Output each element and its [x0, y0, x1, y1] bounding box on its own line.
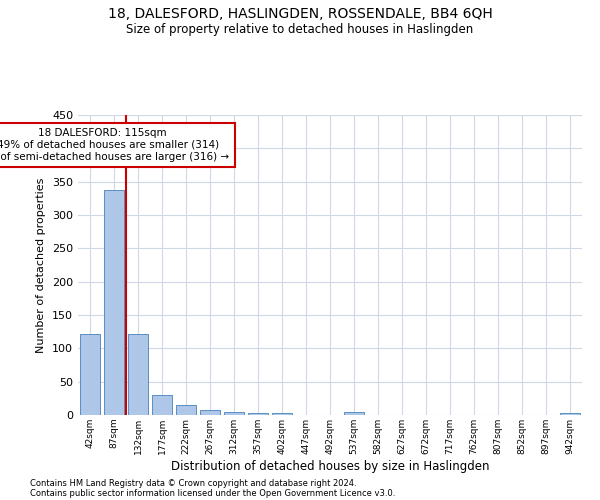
Bar — [248, 413, 268, 415]
X-axis label: Distribution of detached houses by size in Haslingden: Distribution of detached houses by size … — [171, 460, 489, 472]
Text: 18 DALESFORD: 115sqm
← 49% of detached houses are smaller (314)
49% of semi-deta: 18 DALESFORD: 115sqm ← 49% of detached h… — [0, 128, 230, 162]
Y-axis label: Number of detached properties: Number of detached properties — [37, 178, 46, 352]
Bar — [128, 334, 148, 415]
Text: 18, DALESFORD, HASLINGDEN, ROSSENDALE, BB4 6QH: 18, DALESFORD, HASLINGDEN, ROSSENDALE, B… — [107, 8, 493, 22]
Text: Size of property relative to detached houses in Haslingden: Size of property relative to detached ho… — [127, 22, 473, 36]
Bar — [176, 405, 196, 415]
Bar — [152, 395, 172, 415]
Bar — [224, 412, 244, 415]
Bar — [272, 413, 292, 415]
Bar — [200, 410, 220, 415]
Bar — [344, 412, 364, 415]
Text: Contains public sector information licensed under the Open Government Licence v3: Contains public sector information licen… — [30, 488, 395, 498]
Bar — [80, 334, 100, 415]
Bar — [560, 413, 580, 415]
Text: Contains HM Land Registry data © Crown copyright and database right 2024.: Contains HM Land Registry data © Crown c… — [30, 478, 356, 488]
Bar — [104, 190, 124, 415]
